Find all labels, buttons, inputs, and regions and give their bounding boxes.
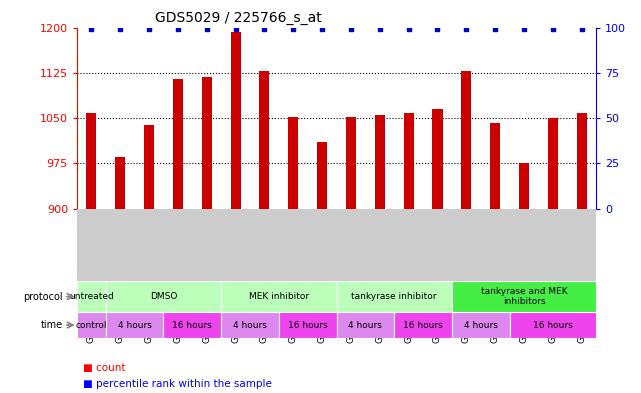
Text: ■ count: ■ count bbox=[83, 364, 126, 373]
Bar bbox=[288, 117, 298, 209]
Bar bbox=[462, 71, 471, 209]
Text: DMSO: DMSO bbox=[150, 292, 177, 301]
Text: 16 hours: 16 hours bbox=[403, 321, 443, 330]
Text: tankyrase inhibitor: tankyrase inhibitor bbox=[351, 292, 437, 301]
Text: ■ percentile rank within the sample: ■ percentile rank within the sample bbox=[83, 379, 272, 389]
Text: 16 hours: 16 hours bbox=[533, 321, 573, 330]
Bar bbox=[337, 312, 394, 338]
Bar bbox=[231, 32, 240, 209]
Bar bbox=[452, 281, 596, 312]
Text: 16 hours: 16 hours bbox=[288, 321, 328, 330]
Text: protocol: protocol bbox=[23, 292, 63, 301]
Bar bbox=[173, 79, 183, 209]
Bar bbox=[221, 281, 337, 312]
Text: time: time bbox=[40, 320, 63, 330]
Bar bbox=[260, 71, 269, 209]
Bar bbox=[519, 163, 529, 209]
Text: untreated: untreated bbox=[69, 292, 113, 301]
Bar bbox=[87, 113, 96, 209]
Bar bbox=[115, 157, 125, 209]
Bar bbox=[163, 312, 221, 338]
Bar bbox=[221, 312, 279, 338]
Text: 4 hours: 4 hours bbox=[349, 321, 382, 330]
Bar bbox=[279, 312, 337, 338]
Bar bbox=[337, 281, 452, 312]
Text: GDS5029 / 225766_s_at: GDS5029 / 225766_s_at bbox=[155, 11, 322, 25]
Bar bbox=[404, 113, 413, 209]
Bar bbox=[106, 312, 163, 338]
Text: MEK inhibitor: MEK inhibitor bbox=[249, 292, 309, 301]
Text: 4 hours: 4 hours bbox=[464, 321, 497, 330]
Bar bbox=[548, 118, 558, 209]
Bar bbox=[77, 312, 106, 338]
Bar bbox=[452, 312, 510, 338]
Bar bbox=[433, 109, 442, 209]
Bar bbox=[490, 123, 500, 209]
Text: control: control bbox=[76, 321, 107, 330]
Bar bbox=[577, 113, 587, 209]
Bar bbox=[346, 117, 356, 209]
Bar bbox=[202, 77, 212, 209]
Bar bbox=[375, 115, 385, 209]
Bar bbox=[77, 281, 106, 312]
Bar bbox=[317, 142, 327, 209]
Bar bbox=[394, 312, 452, 338]
Text: tankyrase and MEK
inhibitors: tankyrase and MEK inhibitors bbox=[481, 287, 567, 306]
Bar bbox=[144, 125, 154, 209]
Bar bbox=[510, 312, 596, 338]
Text: 4 hours: 4 hours bbox=[118, 321, 151, 330]
Text: 4 hours: 4 hours bbox=[233, 321, 267, 330]
Bar bbox=[106, 281, 221, 312]
Text: 16 hours: 16 hours bbox=[172, 321, 212, 330]
